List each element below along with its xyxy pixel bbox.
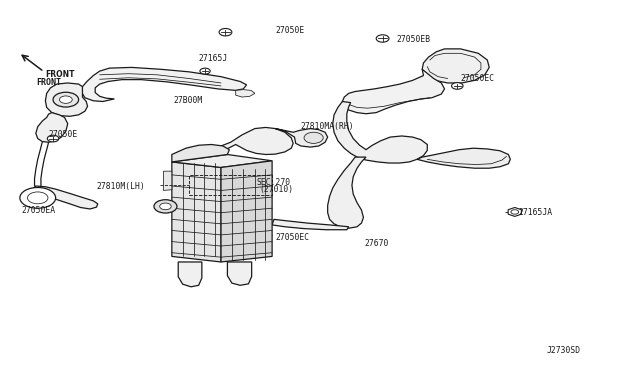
Polygon shape: [227, 262, 252, 285]
Polygon shape: [508, 208, 522, 217]
Text: 27050E: 27050E: [49, 129, 78, 139]
Polygon shape: [272, 219, 349, 230]
Circle shape: [53, 92, 79, 107]
Text: FRONT: FRONT: [45, 70, 75, 78]
Polygon shape: [36, 113, 68, 142]
Polygon shape: [221, 128, 293, 154]
Circle shape: [304, 132, 323, 143]
Polygon shape: [178, 262, 202, 287]
Polygon shape: [172, 162, 221, 262]
Circle shape: [20, 187, 56, 208]
Circle shape: [376, 35, 389, 42]
Polygon shape: [172, 144, 229, 162]
Polygon shape: [342, 69, 445, 114]
Text: 27050EA: 27050EA: [21, 206, 55, 215]
Text: (27010): (27010): [259, 185, 294, 194]
Circle shape: [200, 68, 210, 74]
Polygon shape: [417, 148, 510, 168]
Circle shape: [28, 192, 48, 204]
Polygon shape: [164, 171, 172, 190]
Bar: [189, 174, 272, 195]
Text: 27810MA(RH): 27810MA(RH): [301, 122, 355, 131]
Polygon shape: [33, 186, 98, 209]
Polygon shape: [82, 67, 246, 102]
Polygon shape: [45, 83, 88, 116]
Polygon shape: [422, 49, 489, 83]
Polygon shape: [275, 129, 328, 147]
Text: 27810M(LH): 27810M(LH): [97, 182, 145, 190]
Text: 27165J: 27165J: [198, 54, 228, 62]
Circle shape: [219, 29, 232, 36]
Text: 27050EC: 27050EC: [275, 233, 309, 243]
Polygon shape: [236, 90, 255, 97]
Polygon shape: [172, 154, 272, 167]
Text: 27050EB: 27050EB: [397, 35, 431, 44]
Circle shape: [154, 200, 177, 213]
Text: 27050EC: 27050EC: [461, 74, 495, 83]
Text: FRONT: FRONT: [36, 78, 61, 87]
Text: SEC.270: SEC.270: [256, 178, 291, 187]
Text: 27B00M: 27B00M: [173, 96, 202, 105]
Circle shape: [160, 203, 172, 210]
Circle shape: [47, 135, 59, 142]
Text: 27670: 27670: [365, 239, 389, 248]
Text: J2730SD: J2730SD: [547, 346, 581, 355]
Text: 27050E: 27050E: [275, 26, 305, 35]
Polygon shape: [328, 157, 366, 228]
Text: 27165JA: 27165JA: [518, 208, 552, 217]
Polygon shape: [333, 102, 428, 163]
Polygon shape: [221, 161, 272, 262]
Circle shape: [452, 83, 463, 89]
Circle shape: [60, 96, 72, 103]
